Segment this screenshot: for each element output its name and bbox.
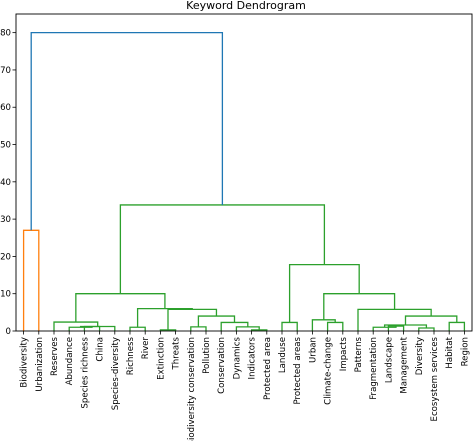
dendrogram-link (383, 324, 428, 329)
leaf-label: Richness (126, 336, 136, 375)
chart-title: Keyword Dendrogram (186, 0, 306, 12)
leaf-label: Region (460, 337, 470, 366)
dendrogram-link (281, 321, 298, 331)
dendrogram-link (30, 31, 224, 231)
leaf-label: China (96, 337, 106, 362)
dendrogram-link (326, 321, 344, 331)
dendrogram-link (119, 204, 326, 294)
leaf-label: Fragmentation (369, 337, 379, 400)
y-tick-label: 40 (0, 178, 11, 188)
leaf-label: Landuse (278, 337, 288, 373)
leaf-label: Threats (172, 336, 182, 370)
y-tick-label: 0 (6, 327, 11, 337)
y-tick-label: 30 (0, 215, 11, 225)
dendrogram-link (190, 326, 207, 331)
leaf-label: Protected area (263, 337, 273, 400)
y-tick-label: 60 (0, 103, 11, 113)
y-tick-label: 50 (0, 141, 11, 151)
leaf-label: Diversity (415, 337, 425, 375)
leaf-label: Habitat (445, 336, 455, 368)
leaf-label: Management (400, 336, 410, 393)
leaf-label: Species-diversity (111, 337, 121, 410)
leaf-label: Patterns (354, 336, 364, 372)
dendrogram-link (448, 321, 466, 331)
leaf-label: Abundance (65, 337, 75, 385)
leaf-label: Landscape (384, 337, 394, 383)
leaf-label: River (141, 337, 151, 360)
dendrogram-link (311, 319, 336, 331)
x-axis: Biodiversity Urbanization Reserves Abundanc… (20, 331, 470, 441)
dendrogram-link (22, 229, 40, 331)
leaf-label: Indicators (248, 336, 258, 379)
y-tick-label: 70 (0, 66, 11, 76)
dendrogram-links (22, 31, 466, 331)
leaf-label: Impacts (339, 336, 349, 371)
dendrogram-link (79, 325, 116, 331)
y-tick-label: 10 (0, 290, 11, 300)
leaf-label: Urbanization (35, 337, 45, 392)
leaf-label: Pollution (202, 337, 212, 374)
leaf-label: Urban (308, 337, 318, 363)
leaf-label: Conservation (217, 337, 227, 394)
dendrogram-link (323, 293, 396, 320)
leaf-label: Reserves (50, 336, 60, 376)
y-axis: 0 10 20 30 40 50 60 70 80 (0, 29, 16, 337)
leaf-label: Biodiversity (20, 337, 30, 388)
dendrogram-link (197, 315, 236, 327)
y-tick-label: 20 (0, 252, 11, 262)
plot-frame (15, 13, 473, 332)
leaf-label: Dynamics (232, 336, 242, 379)
leaf-label: Species richness (80, 336, 90, 408)
leaf-label: Climate-change (324, 337, 334, 405)
leaf-label: Extinction (156, 337, 166, 380)
dendrogram-link (136, 307, 193, 328)
dendrogram-link (75, 293, 166, 323)
dendrogram-link (129, 326, 146, 331)
leaf-label: Protected areas (293, 336, 303, 404)
leaf-label: Ecosystem services (430, 336, 440, 421)
dendrogram-link (235, 326, 260, 331)
dendrogram-link (372, 326, 397, 331)
leaf-label: Biodiversity conservation (187, 337, 197, 441)
y-tick-label: 80 (0, 29, 11, 39)
